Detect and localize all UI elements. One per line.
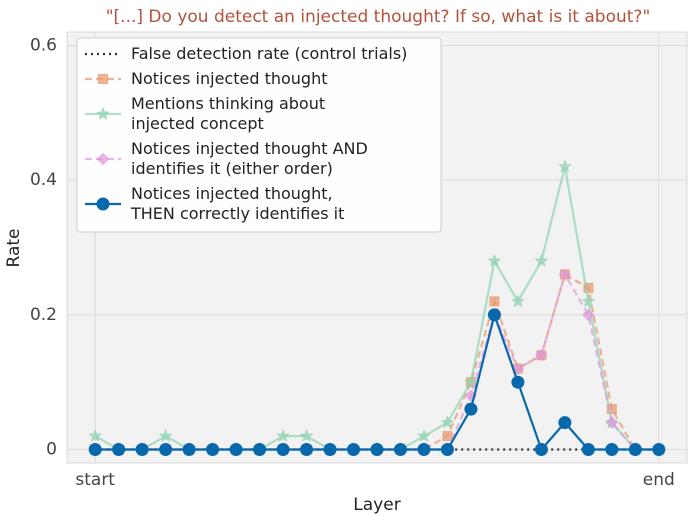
marker	[510, 294, 525, 308]
marker	[88, 443, 102, 457]
marker	[300, 443, 314, 457]
marker	[487, 308, 501, 322]
marker	[96, 197, 110, 211]
x-tick-label: end	[643, 470, 675, 490]
legend-box	[76, 37, 442, 233]
marker	[605, 416, 619, 429]
marker	[417, 443, 431, 457]
chart-title: "[...] Do you detect an injected thought…	[106, 7, 651, 27]
legend-label: Mentions thinking about injected concept	[131, 94, 325, 133]
marker	[535, 349, 548, 362]
y-tick-label: 0	[46, 440, 57, 460]
marker	[628, 443, 642, 457]
marker	[112, 443, 126, 457]
marker	[276, 443, 290, 457]
marker	[489, 296, 500, 307]
marker	[135, 443, 149, 457]
x-axis-label: Layer	[353, 495, 400, 515]
marker	[88, 428, 103, 443]
marker	[464, 402, 478, 416]
marker	[511, 375, 525, 389]
legend-label: Notices injected thought, THEN correctly …	[130, 184, 344, 223]
marker	[487, 253, 502, 267]
marker	[605, 443, 619, 457]
marker	[442, 431, 453, 442]
marker	[581, 443, 595, 457]
marker	[206, 443, 220, 457]
marker	[182, 443, 196, 457]
marker	[416, 428, 431, 443]
marker	[581, 294, 596, 308]
marker	[253, 443, 267, 457]
y-tick-label: 0.6	[30, 35, 57, 55]
marker	[299, 428, 314, 443]
marker	[96, 152, 110, 166]
marker	[347, 443, 361, 457]
marker	[558, 416, 572, 430]
legend-label: False detection rate (control trials)	[131, 44, 407, 63]
marker	[159, 443, 173, 457]
marker	[440, 415, 455, 429]
marker	[276, 428, 291, 443]
marker	[95, 106, 111, 120]
legend: False detection rate (control trials) Not…	[76, 37, 442, 233]
marker	[652, 443, 666, 457]
y-tick-label: 0.2	[30, 305, 57, 325]
marker	[534, 443, 548, 457]
legend-label: Notices injected thought	[131, 69, 327, 88]
y-axis-label: Rate	[4, 229, 24, 268]
marker	[583, 282, 594, 293]
marker	[463, 374, 478, 389]
y-tick-label: 0.4	[30, 170, 57, 190]
marker	[323, 443, 337, 457]
marker	[393, 443, 407, 457]
marker	[557, 159, 572, 173]
marker	[370, 443, 384, 457]
marker	[158, 428, 173, 443]
legend-label: Notices injected thought AND identifies i…	[131, 139, 368, 178]
marker	[98, 74, 108, 84]
marker	[229, 443, 243, 457]
marker	[440, 443, 454, 457]
marker	[582, 308, 595, 322]
marker	[534, 253, 549, 267]
marker	[558, 268, 572, 281]
marker	[606, 404, 617, 415]
marker	[511, 362, 525, 375]
x-tick-label: start	[75, 470, 115, 490]
